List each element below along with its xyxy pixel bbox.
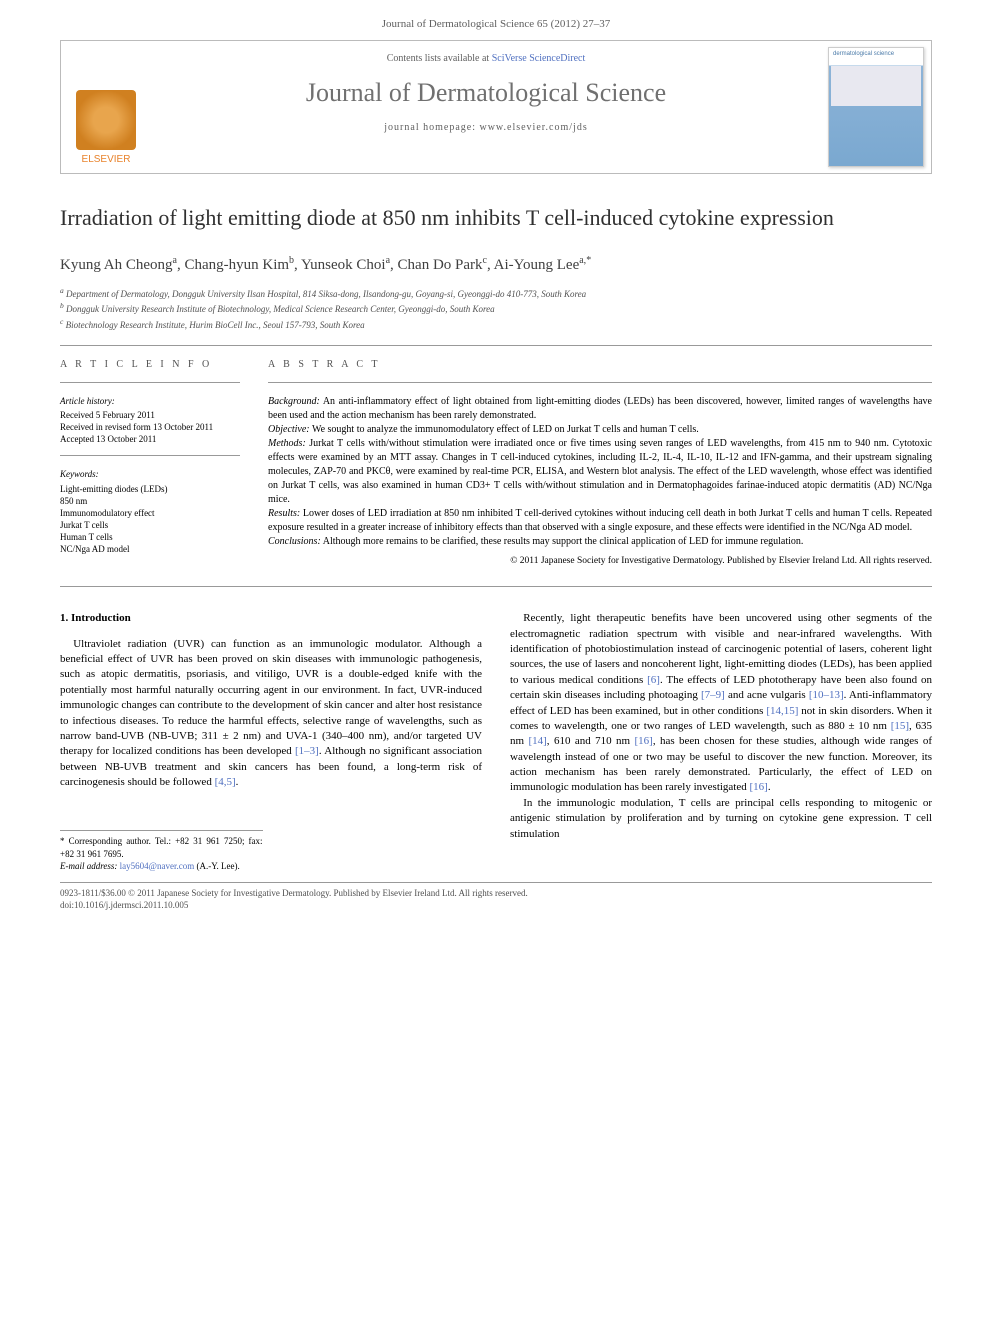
keyword: Immunomodulatory effect <box>60 507 240 519</box>
abstract-body: Background: An anti-inflammatory effect … <box>268 395 932 549</box>
keyword: Jurkat T cells <box>60 519 240 531</box>
corresponding-author-footnote: * Corresponding author. Tel.: +82 31 961… <box>60 830 263 871</box>
page-footer: 0923-1811/$36.00 © 2011 Japanese Society… <box>0 872 992 941</box>
author: Chan Do Parkc <box>398 257 487 273</box>
author: Kyung Ah Cheonga <box>60 257 177 273</box>
corresponding-star-icon: * <box>586 255 591 266</box>
divider <box>60 586 932 587</box>
divider <box>60 345 932 346</box>
publisher-block: ELSEVIER <box>61 41 151 173</box>
keywords-heading: Keywords: <box>60 468 240 480</box>
masthead-center: Contents lists available at SciVerse Sci… <box>151 41 821 173</box>
divider <box>60 382 240 383</box>
journal-name: Journal of Dermatological Science <box>161 78 811 108</box>
history-item: Received 5 February 2011 <box>60 409 240 421</box>
author-list: Kyung Ah Cheonga, Chang-hyun Kimb, Yunse… <box>60 255 932 274</box>
citation-link[interactable]: [1–3] <box>295 745 319 757</box>
history-item: Accepted 13 October 2011 <box>60 433 240 445</box>
author: Yunseok Choia <box>301 257 390 273</box>
citation-link[interactable]: [6] <box>647 674 660 686</box>
divider <box>60 882 932 883</box>
affiliation: b Dongguk University Research Institute … <box>60 301 932 316</box>
article-info-heading: A R T I C L E I N F O <box>60 358 240 372</box>
section-heading: 1. Introduction <box>60 611 482 626</box>
citation-link[interactable]: [15] <box>891 720 909 732</box>
corresp-line: E-mail address: lay5604@naver.com (A.-Y.… <box>60 860 263 872</box>
affiliations: a Department of Dermatology, Dongguk Uni… <box>60 286 932 332</box>
divider <box>60 455 240 456</box>
footer-copyright: 0923-1811/$36.00 © 2011 Japanese Society… <box>60 887 932 899</box>
article-title: Irradiation of light emitting diode at 8… <box>60 204 932 233</box>
elsevier-tree-icon <box>76 90 136 150</box>
body-paragraph: In the immunologic modulation, T cells a… <box>510 796 932 842</box>
keyword: Human T cells <box>60 531 240 543</box>
citation-link[interactable]: [14,15] <box>766 705 798 717</box>
abstract-heading: A B S T R A C T <box>268 358 932 372</box>
cover-label: dermatological science <box>833 51 894 57</box>
history-heading: Article history: <box>60 395 240 407</box>
citation-link[interactable]: [4,5] <box>215 776 236 788</box>
citation-link[interactable]: [7–9] <box>701 689 725 701</box>
body-paragraph: Ultraviolet radiation (UVR) can function… <box>60 637 482 791</box>
journal-masthead: ELSEVIER Contents lists available at Sci… <box>60 40 932 174</box>
cover-thumb-block: dermatological science <box>821 41 931 173</box>
footer-doi: doi:10.1016/j.jdermsci.2011.10.005 <box>60 899 932 911</box>
history-item: Received in revised form 13 October 2011 <box>60 421 240 433</box>
journal-homepage-line: journal homepage: www.elsevier.com/jds <box>161 122 811 133</box>
author: Chang-hyun Kimb <box>184 257 294 273</box>
citation-link[interactable]: [10–13] <box>809 689 844 701</box>
abstract-copyright: © 2011 Japanese Society for Investigativ… <box>268 555 932 568</box>
affiliation: c Biotechnology Research Institute, Huri… <box>60 317 932 332</box>
article-body: 1. Introduction Ultraviolet radiation (U… <box>60 611 932 872</box>
journal-homepage-url[interactable]: www.elsevier.com/jds <box>479 122 587 133</box>
keyword: NC/Nga AD model <box>60 543 240 555</box>
contents-available-line: Contents lists available at SciVerse Sci… <box>161 53 811 64</box>
citation-link[interactable]: [14] <box>528 735 546 747</box>
running-head: Journal of Dermatological Science 65 (20… <box>0 0 992 40</box>
sciencedirect-link[interactable]: SciVerse ScienceDirect <box>492 53 586 64</box>
keyword: 850 nm <box>60 495 240 507</box>
citation-link[interactable]: [16] <box>634 735 652 747</box>
affiliation: a Department of Dermatology, Dongguk Uni… <box>60 286 932 301</box>
author: Ai-Young Leea,* <box>494 257 592 273</box>
citation-link[interactable]: [16] <box>750 781 768 793</box>
publisher-name: ELSEVIER <box>82 154 131 165</box>
abstract-column: A B S T R A C T Background: An anti-infl… <box>268 358 932 568</box>
keyword: Light-emitting diodes (LEDs) <box>60 483 240 495</box>
corresp-line: * Corresponding author. Tel.: +82 31 961… <box>60 835 263 859</box>
divider <box>268 382 932 383</box>
body-paragraph: Recently, light therapeutic benefits hav… <box>510 611 932 796</box>
article-info-column: A R T I C L E I N F O Article history: R… <box>60 358 240 568</box>
journal-cover-thumbnail: dermatological science <box>828 47 924 167</box>
email-link[interactable]: lay5604@naver.com <box>120 861 195 871</box>
